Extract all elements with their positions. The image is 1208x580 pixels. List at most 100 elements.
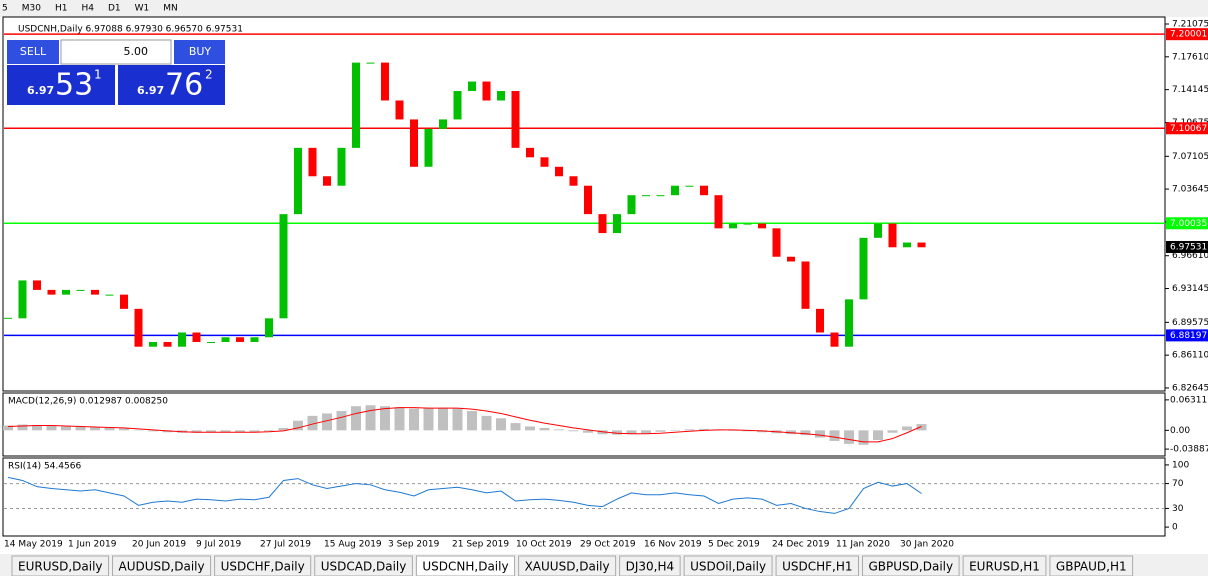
- candle: [337, 147, 346, 186]
- macd-bar: [641, 430, 651, 434]
- date-label: 21 Sep 2019: [452, 540, 509, 550]
- sell-big: 6.97: [27, 84, 54, 97]
- macd-bar: [568, 430, 579, 432]
- level-tag: [1166, 122, 1208, 135]
- date-label: 15 Aug 2019: [324, 540, 382, 550]
- candle: [671, 185, 679, 196]
- buy-price-box[interactable]: [118, 65, 225, 105]
- level-label: 7.20001: [1170, 30, 1207, 40]
- date-label: 24 Dec 2019: [772, 540, 830, 550]
- candle: [772, 228, 781, 257]
- timeframe-button[interactable]: H1: [55, 4, 68, 14]
- candle: [497, 91, 505, 101]
- candle: [207, 341, 215, 343]
- timeframe-button[interactable]: 5: [2, 4, 8, 14]
- macd-bar: [670, 430, 680, 431]
- candle: [381, 62, 389, 101]
- y-tick-label: 7.17610: [1172, 52, 1208, 62]
- candle: [700, 185, 708, 196]
- candle: [265, 318, 273, 338]
- buy-button[interactable]: [174, 40, 225, 64]
- candle: [395, 100, 404, 120]
- candle: [178, 332, 186, 347]
- macd-bar: [249, 430, 260, 432]
- macd-bar: [191, 430, 202, 433]
- volume-input[interactable]: [60, 39, 172, 65]
- timeframe-button[interactable]: H4: [81, 4, 94, 14]
- candle: [816, 308, 824, 333]
- y-tick-label: 6.82645: [1172, 383, 1208, 393]
- macd-bar: [554, 429, 564, 431]
- candle: [439, 119, 447, 129]
- volume-value: 5.00: [124, 45, 149, 58]
- macd-label: MACD(12,26,9) 0.012987 0.008250: [8, 397, 168, 407]
- candle: [903, 242, 911, 248]
- macd-bar: [452, 408, 463, 431]
- timeframe-button[interactable]: D1: [108, 4, 121, 14]
- candle: [859, 237, 868, 300]
- macd-bar: [844, 430, 854, 444]
- date-label: 5 Dec 2019: [708, 540, 760, 550]
- chart-tab-label: GBPUSD,Daily: [869, 560, 954, 574]
- y-tick-label: 30: [1172, 504, 1184, 514]
- candle: [424, 128, 433, 167]
- candle: [555, 166, 563, 177]
- candle: [294, 147, 302, 215]
- level-tag: [1166, 329, 1208, 342]
- date-label: 10 Oct 2019: [516, 540, 572, 550]
- candle: [105, 294, 114, 296]
- level-label: 6.88197: [1170, 331, 1207, 341]
- timeframe-button[interactable]: W1: [135, 4, 150, 14]
- macd-bar: [293, 420, 303, 431]
- level-tag: [1166, 217, 1208, 230]
- candle: [120, 294, 128, 309]
- candle: [685, 185, 694, 187]
- candle: [758, 223, 766, 229]
- macd-bar: [220, 430, 231, 433]
- sell-button[interactable]: [7, 40, 59, 64]
- chart-tab-label: AUDUSD,Daily: [119, 560, 205, 574]
- sell-price-box[interactable]: [7, 65, 115, 105]
- chart-tab-label: GBPAUD,H1: [1056, 560, 1127, 574]
- candle: [47, 289, 56, 295]
- macd-bar: [467, 411, 477, 431]
- macd-bar: [481, 415, 492, 431]
- chart-tab-label: EURUSD,H1: [969, 560, 1040, 574]
- macd-bar: [133, 429, 144, 431]
- candle: [453, 91, 462, 120]
- macd-bar: [148, 430, 158, 432]
- candle: [192, 332, 201, 342]
- candle: [613, 214, 621, 234]
- candle: [221, 337, 230, 342]
- date-label: 29 Oct 2019: [580, 540, 636, 550]
- trade-panel: SELL 5.00 BUY 6.97 53 1 6.97 76 2: [7, 39, 225, 105]
- rsi-panel: [2, 457, 1166, 537]
- timeframe-button[interactable]: MN: [163, 4, 178, 14]
- price-tag: [1166, 240, 1208, 253]
- macd-bar: [887, 430, 898, 433]
- candle: [410, 119, 418, 167]
- macd-bar: [322, 413, 332, 431]
- level-label: 7.00035: [1170, 219, 1207, 229]
- y-tick-label: 100: [1172, 460, 1189, 470]
- date-label: 20 Jun 2019: [132, 540, 186, 550]
- chart-tab-label: USDCNH,Daily: [422, 560, 508, 574]
- macd-bar: [699, 428, 709, 431]
- candle: [540, 157, 549, 167]
- candle: [787, 256, 795, 262]
- candle: [526, 147, 534, 158]
- macd-bar: [496, 418, 506, 431]
- macd-bar: [235, 430, 245, 433]
- macd-bar: [119, 428, 129, 431]
- date-label: 1 Jun 2019: [68, 540, 117, 550]
- candle: [584, 185, 592, 215]
- candle: [830, 332, 839, 347]
- buy-big: 6.97: [137, 84, 164, 97]
- candle: [511, 91, 520, 148]
- rsi-label: RSI(14) 54.4566: [8, 462, 81, 472]
- candle: [874, 223, 882, 238]
- timeframe-button[interactable]: M30: [22, 4, 41, 14]
- y-tick-label: 0.063113: [1170, 395, 1208, 405]
- macd-bar: [815, 430, 825, 438]
